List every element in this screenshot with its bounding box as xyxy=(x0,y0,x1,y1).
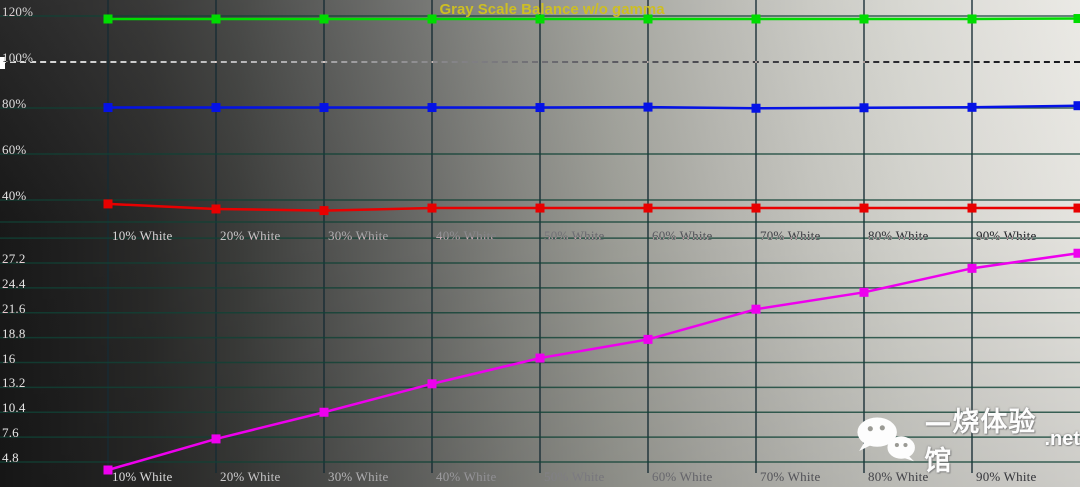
data-point-marker xyxy=(1073,248,1080,258)
series-line xyxy=(107,202,1078,212)
x-tick-label: 70% White xyxy=(760,228,821,243)
x-tick-label: 40% White xyxy=(436,228,497,243)
x-tick-label: 90% White xyxy=(976,228,1037,243)
x-tick-label: 40% White xyxy=(436,469,497,484)
reference-left-marker xyxy=(0,57,5,69)
watermark-text: —烧体验馆 xyxy=(924,407,1037,477)
series-blue xyxy=(103,101,1080,113)
data-point-marker xyxy=(427,14,437,24)
data-point-marker xyxy=(643,102,653,112)
x-tick-label: 60% White xyxy=(652,469,713,484)
data-point-marker xyxy=(859,103,869,113)
data-point-marker xyxy=(211,204,221,214)
watermark-suffix: .net xyxy=(1044,427,1080,450)
x-tick-label: 50% White xyxy=(544,469,605,484)
series-line xyxy=(108,104,1079,110)
data-point-marker xyxy=(535,14,545,24)
data-point-marker xyxy=(535,353,545,363)
data-point-marker xyxy=(967,263,977,273)
y-tick-label: 18.8 xyxy=(2,325,26,341)
data-point-marker xyxy=(103,14,113,24)
data-point-marker xyxy=(211,434,221,444)
y-tick-label: 120% xyxy=(2,4,34,19)
x-tick-label: 30% White xyxy=(328,228,389,243)
wechat-icon xyxy=(857,417,915,462)
x-tick-label: 10% White xyxy=(112,469,173,484)
chart-title: Gray Scale Balance w/o gamma xyxy=(439,1,665,18)
data-point-marker xyxy=(319,206,329,216)
data-point-marker xyxy=(319,14,329,24)
y-tick-label: 80% xyxy=(2,96,27,111)
series-green xyxy=(103,14,1080,24)
data-point-marker xyxy=(427,203,437,213)
data-point-marker xyxy=(751,203,761,213)
data-point-marker xyxy=(1073,101,1080,111)
x-tick-label: 80% White xyxy=(868,228,929,243)
x-tick-label: 20% White xyxy=(220,228,281,243)
x-tick-label: 70% White xyxy=(760,469,821,484)
y-tick-label: 4.8 xyxy=(2,450,19,465)
y-tick-label: 16 xyxy=(2,350,16,366)
y-tick-label: 27.2 xyxy=(2,251,26,266)
y-tick-label: 10.4 xyxy=(2,400,26,416)
data-point-marker xyxy=(751,14,761,24)
series-luminance xyxy=(103,248,1080,475)
data-point-marker xyxy=(751,103,761,113)
x-tick-label: 50% White xyxy=(544,228,605,243)
y-tick-label: 24.4 xyxy=(2,275,26,291)
x-tick-label: 30% White xyxy=(328,469,389,484)
data-point-marker xyxy=(643,14,653,24)
data-point-marker xyxy=(211,103,221,113)
data-point-marker xyxy=(1073,203,1080,213)
data-point-marker xyxy=(1073,14,1080,24)
x-tick-label: 10% White xyxy=(112,228,173,243)
data-point-marker xyxy=(859,287,869,297)
data-point-marker xyxy=(967,14,977,24)
y-tick-label: 13.2 xyxy=(2,375,26,391)
data-point-marker xyxy=(967,203,977,213)
x-tick-label: 90% White xyxy=(976,469,1037,484)
data-point-marker xyxy=(643,334,653,344)
watermark: —烧体验馆 .net xyxy=(854,407,1080,477)
data-point-marker xyxy=(319,407,329,417)
series-line xyxy=(107,251,1079,472)
y-tick-label: 60% xyxy=(2,142,27,157)
data-point-marker xyxy=(427,103,437,113)
series-red xyxy=(103,199,1080,216)
data-point-marker xyxy=(427,379,437,389)
data-point-marker xyxy=(535,203,545,213)
data-point-marker xyxy=(319,103,329,113)
data-point-marker xyxy=(535,103,545,113)
x-tick-label: 80% White xyxy=(868,469,929,484)
data-point-marker xyxy=(859,14,869,24)
x-tick-label: 60% White xyxy=(652,228,713,243)
y-tick-label: 40% xyxy=(2,188,27,203)
data-point-marker xyxy=(643,203,653,213)
y-tick-label: 100% xyxy=(2,50,34,65)
reference-line-100-percent xyxy=(0,61,1080,63)
y-tick-label: 7.6 xyxy=(2,425,19,441)
data-point-marker xyxy=(967,102,977,112)
data-point-marker xyxy=(103,199,113,209)
x-tick-label: 20% White xyxy=(220,469,281,484)
data-point-marker xyxy=(211,14,221,24)
data-point-marker xyxy=(751,304,761,314)
data-point-marker xyxy=(859,203,869,213)
data-point-marker xyxy=(103,465,113,475)
y-tick-label: 21.6 xyxy=(2,300,26,316)
data-point-marker xyxy=(103,103,113,113)
